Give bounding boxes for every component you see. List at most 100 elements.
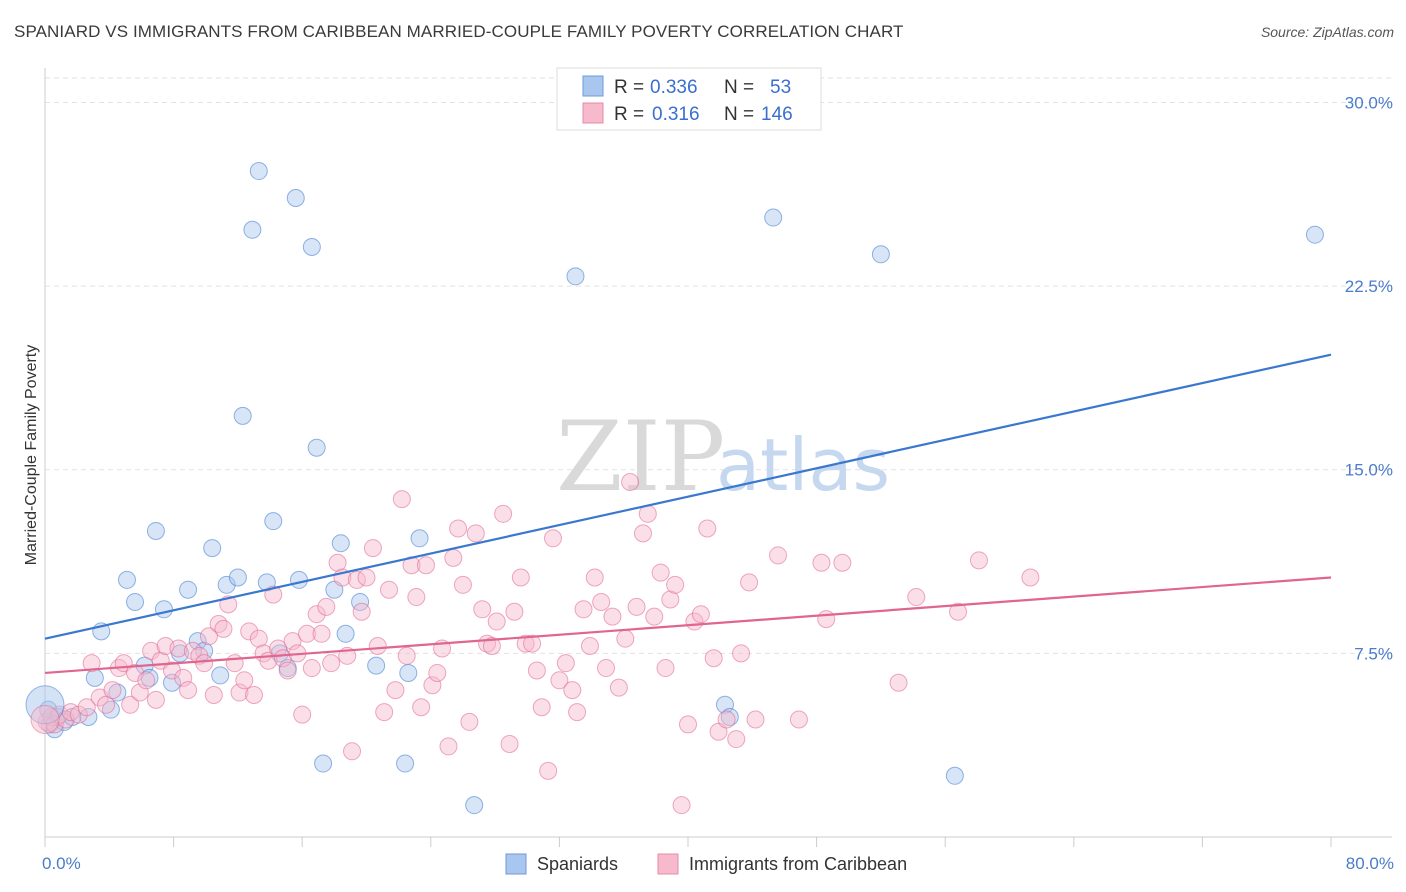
point-series-1-30 [204, 685, 223, 704]
legend-r-value-spaniards: 0.336 [650, 77, 698, 98]
point-series-1-42 [264, 585, 283, 604]
point-series-0-30 [264, 512, 283, 531]
point-series-1-82 [473, 600, 492, 619]
point-series-1-38 [244, 685, 263, 704]
point-series-1-126 [732, 644, 751, 663]
point-series-1-19 [146, 690, 165, 709]
trend-line-series-1 [44, 576, 1332, 675]
point-series-1-45 [278, 661, 297, 680]
point-series-1-79 [453, 575, 472, 594]
point-series-1-102 [585, 568, 604, 587]
point-series-1-72 [416, 556, 435, 575]
point-series-1-77 [444, 548, 463, 567]
bottom-legend: Spaniards Immigrants from Caribbean [505, 853, 907, 875]
point-series-1-53 [317, 597, 336, 616]
point-series-1-138 [1021, 568, 1040, 587]
point-series-1-66 [386, 681, 405, 700]
legend-n-value-caribbean: 146 [761, 104, 793, 125]
point-series-0-28 [249, 162, 268, 181]
gridlines [45, 77, 1392, 654]
point-series-0-45 [410, 529, 429, 548]
point-series-1-81 [466, 524, 485, 543]
x-tick-label-min: 0.0% [42, 854, 81, 873]
point-series-1-103 [592, 592, 611, 611]
point-series-1-43 [269, 639, 288, 658]
bottom-legend-label-caribbean: Immigrants from Caribbean [689, 854, 907, 874]
point-series-1-112 [645, 607, 664, 626]
legend-r-label-caribbean: R = [614, 104, 644, 125]
point-series-1-121 [698, 519, 717, 538]
point-series-0-37 [314, 754, 333, 773]
point-series-1-14 [121, 695, 140, 714]
point-series-1-98 [563, 681, 582, 700]
point-series-1-55 [328, 553, 347, 572]
point-series-1-52 [312, 624, 331, 643]
point-series-1-117 [672, 796, 691, 815]
point-series-0-47 [566, 267, 585, 286]
point-series-1-97 [556, 654, 575, 673]
point-series-0-35 [302, 237, 321, 256]
y-axis-title: Married-Couple Family Poverty [23, 345, 40, 566]
point-series-1-60 [352, 602, 371, 621]
point-series-0-52 [945, 766, 964, 785]
point-series-1-29 [199, 627, 218, 646]
point-series-1-48 [293, 705, 312, 724]
point-series-1-49 [298, 624, 317, 643]
point-series-1-31 [209, 614, 228, 633]
y-tick-label-3: 30.0% [1345, 93, 1393, 112]
point-series-1-96 [550, 671, 569, 690]
point-series-1-50 [302, 659, 321, 678]
y-tick-label-0: 7.5% [1354, 644, 1393, 663]
point-series-1-25 [179, 681, 198, 700]
point-series-0-19 [179, 580, 198, 599]
bottom-legend-label-spaniards: Spaniards [537, 854, 618, 874]
point-series-1-90 [516, 634, 535, 653]
point-series-1-18 [142, 641, 161, 660]
point-series-1-15 [126, 663, 145, 682]
point-series-1-87 [500, 734, 519, 753]
point-series-1-39 [249, 629, 268, 648]
legend-swatch-spaniards [582, 75, 604, 97]
point-series-0-27 [243, 220, 262, 239]
point-series-0-43 [396, 754, 415, 773]
point-series-1-58 [343, 742, 362, 761]
point-series-1-132 [817, 610, 836, 629]
data-points [25, 162, 1324, 815]
point-series-0-20 [188, 632, 207, 651]
point-series-1-116 [666, 575, 685, 594]
trend-line-series-0 [44, 353, 1332, 640]
point-series-1-32 [214, 619, 233, 638]
point-series-1-92 [527, 661, 546, 680]
point-series-1-107 [616, 629, 635, 648]
point-series-0-11 [117, 570, 136, 589]
watermark-atlas: atlas [716, 423, 890, 507]
point-series-0-12 [126, 592, 145, 611]
point-series-1-86 [494, 504, 513, 523]
point-series-0-26 [233, 406, 252, 425]
point-series-1-64 [375, 703, 394, 722]
point-series-1-62 [363, 539, 382, 558]
point-series-0-34 [289, 570, 308, 589]
legend-n-label-spaniards: N = [724, 77, 754, 98]
point-series-0-10 [108, 683, 127, 702]
point-series-1-105 [603, 607, 622, 626]
point-series-1-127 [740, 573, 759, 592]
legend-swatch-caribbean [582, 102, 604, 124]
y-tick-labels: 7.5% 15.0% 22.5% 30.0% [1345, 93, 1393, 663]
point-series-1-114 [656, 659, 675, 678]
point-series-1-37 [240, 622, 259, 641]
point-series-1-95 [543, 529, 562, 548]
point-series-1-8 [82, 654, 101, 673]
point-series-1-23 [169, 639, 188, 658]
point-series-1-118 [679, 715, 697, 734]
point-series-1-124 [717, 710, 736, 729]
point-series-1-78 [449, 519, 468, 538]
point-series-0-49 [720, 708, 739, 727]
point-series-0-40 [336, 624, 355, 643]
point-series-1-115 [661, 590, 680, 609]
point-series-0-33 [286, 188, 305, 207]
x-tick-label-max: 80.0% [1346, 854, 1394, 873]
legend-n-label-caribbean: N = [724, 104, 754, 125]
point-series-1-7 [77, 698, 96, 717]
